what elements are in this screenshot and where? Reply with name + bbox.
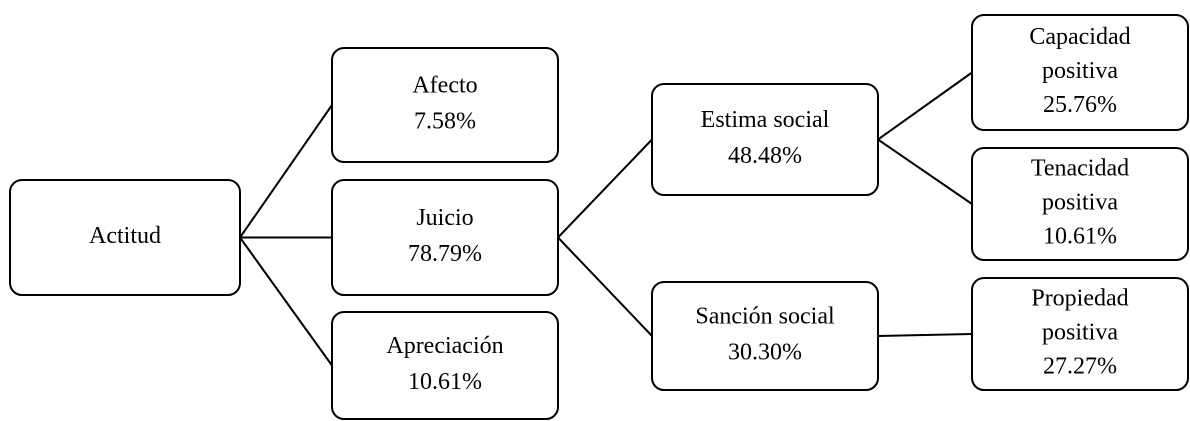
connector <box>877 138 973 205</box>
node-label: Tenacidad <box>1031 156 1129 182</box>
node-label: positiva <box>1042 58 1118 84</box>
node-box <box>651 83 879 196</box>
node-value: 78.79% <box>408 241 482 267</box>
node-box <box>331 47 559 163</box>
node-value: 10.61% <box>1043 224 1117 250</box>
connector <box>239 104 333 239</box>
node-value: 25.76% <box>1043 92 1117 118</box>
node-label: Propiedad <box>1031 286 1128 312</box>
node-label: Apreciación <box>386 333 503 359</box>
connector <box>239 236 333 367</box>
node-value: 30.30% <box>728 340 802 366</box>
node-box <box>651 281 879 391</box>
node-box <box>331 179 559 296</box>
node-value: 27.27% <box>1043 354 1117 380</box>
node-label: positiva <box>1042 320 1118 346</box>
connector <box>557 236 653 337</box>
connector <box>557 138 653 239</box>
node-value: 7.58% <box>414 109 476 135</box>
node-label: Afecto <box>412 73 477 99</box>
connector <box>877 71 973 141</box>
node-value: 48.48% <box>728 143 802 169</box>
node-label: positiva <box>1042 190 1118 216</box>
node-label: Sanción social <box>695 304 835 330</box>
node-box <box>331 311 559 420</box>
connector <box>877 333 973 337</box>
node-box <box>971 14 1189 131</box>
node-label: Actitud <box>89 223 161 249</box>
node-label: Capacidad <box>1029 24 1130 50</box>
node-box <box>9 179 241 296</box>
node-box <box>971 147 1189 261</box>
node-label: Juicio <box>416 205 473 231</box>
node-value: 10.61% <box>408 369 482 395</box>
node-label: Estima social <box>701 107 830 133</box>
node-box <box>971 277 1189 391</box>
